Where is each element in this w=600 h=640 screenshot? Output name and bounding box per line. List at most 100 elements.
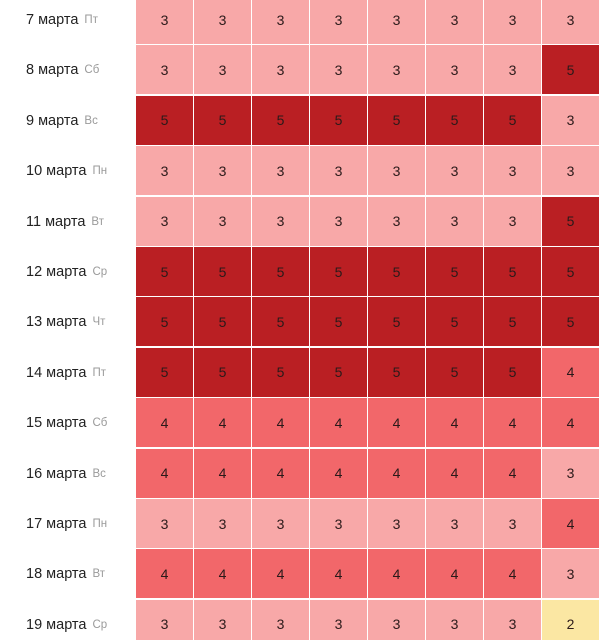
- value-cell: 5: [136, 297, 193, 347]
- value-cell: 4: [194, 549, 251, 599]
- value-cell: 3: [194, 499, 251, 548]
- value-cell: 3: [542, 95, 599, 145]
- value-cell: 3: [194, 196, 251, 246]
- row-label: 19 марта Ср: [0, 600, 134, 640]
- row-label: 9 марта Вс: [0, 96, 134, 146]
- date-label: 19 марта: [26, 616, 87, 633]
- value-cell: 4: [426, 398, 483, 448]
- table-row: 9 марта Вс 5 5 5 5 5 5 5 3: [0, 95, 600, 146]
- row-label: 16 марта Вс: [0, 449, 134, 499]
- value-cell: 5: [542, 45, 599, 95]
- date-label: 8 марта: [26, 62, 79, 79]
- weekday-label: Пт: [92, 366, 107, 379]
- value-cell: 3: [136, 45, 193, 95]
- row-label: 13 марта Чт: [0, 297, 134, 347]
- value-cell: 4: [252, 549, 309, 599]
- table-row: 14 марта Пт 5 5 5 5 5 5 5 4: [0, 347, 600, 398]
- date-label: 16 марта: [26, 465, 87, 482]
- value-cell: 4: [426, 448, 483, 498]
- value-cell: 3: [368, 499, 425, 548]
- weekday-label: Ср: [92, 266, 108, 278]
- value-cell: 4: [542, 499, 599, 548]
- value-cell: 3: [310, 196, 367, 246]
- date-label: 7 марта: [26, 12, 79, 28]
- date-label: 12 марта: [26, 264, 87, 280]
- value-cell: 4: [252, 398, 309, 448]
- value-cell: 3: [136, 0, 193, 44]
- value-cell: 3: [542, 146, 599, 196]
- weekday-label: Вт: [91, 215, 104, 228]
- value-cell: 5: [368, 95, 425, 145]
- weekday-label: Пн: [92, 518, 108, 530]
- weekday-label: Вт: [92, 568, 106, 581]
- date-label: 13 марта: [26, 314, 87, 331]
- table-row: 8 марта Сб 3 3 3 3 3 3 3 5: [0, 45, 600, 95]
- value-cell: 4: [194, 398, 251, 448]
- value-cell: 3: [484, 146, 541, 196]
- value-cell: 5: [368, 247, 425, 296]
- value-cell: 4: [484, 398, 541, 448]
- value-cell: 4: [426, 549, 483, 599]
- value-cell: 5: [310, 297, 367, 347]
- value-cell: 4: [484, 448, 541, 498]
- value-cell: 3: [368, 196, 425, 246]
- value-cell: 5: [194, 95, 251, 145]
- row-label: 17 марта Пн: [0, 499, 134, 549]
- value-cell: 3: [310, 146, 367, 196]
- value-cell: 4: [484, 549, 541, 599]
- value-cell: 3: [426, 599, 483, 640]
- value-cell: 4: [542, 398, 599, 448]
- value-cell: 5: [310, 347, 367, 397]
- value-cell: 5: [542, 297, 599, 347]
- row-label: 7 марта Пт: [0, 0, 134, 45]
- weekday-label: Чт: [92, 316, 106, 329]
- value-cell: 5: [252, 297, 309, 347]
- value-cell: 3: [484, 196, 541, 246]
- value-cell: 3: [310, 499, 367, 548]
- value-cell: 3: [368, 146, 425, 196]
- table-row: 12 марта Ср 5 5 5 5 5 5 5 5: [0, 247, 600, 297]
- table-row: 13 марта Чт 5 5 5 5 5 5 5 5: [0, 297, 600, 347]
- value-cell: 3: [252, 45, 309, 95]
- value-cell: 4: [310, 398, 367, 448]
- value-cell: 5: [426, 247, 483, 296]
- value-cell: 3: [194, 0, 251, 44]
- value-cell: 3: [252, 196, 309, 246]
- table-row: 17 марта Пн 3 3 3 3 3 3 3 4: [0, 499, 600, 549]
- value-cell: 5: [368, 297, 425, 347]
- value-cell: 3: [310, 599, 367, 640]
- value-cell: 5: [136, 95, 193, 145]
- value-cell: 3: [252, 146, 309, 196]
- value-cell: 3: [368, 45, 425, 95]
- value-cell: 5: [484, 247, 541, 296]
- value-cell: 3: [368, 599, 425, 640]
- row-label: 12 марта Ср: [0, 247, 134, 297]
- value-cell: 5: [542, 196, 599, 246]
- value-cell: 4: [368, 398, 425, 448]
- table-row: 11 марта Вт 3 3 3 3 3 3 3 5: [0, 196, 600, 247]
- weekday-label: Сб: [92, 417, 108, 430]
- row-label: 14 марта Пт: [0, 348, 134, 398]
- value-cell: 5: [484, 297, 541, 347]
- value-cell: 3: [484, 599, 541, 640]
- date-label: 18 марта: [26, 566, 87, 583]
- row-label: 11 марта Вт: [0, 197, 134, 247]
- value-cell: 2: [542, 599, 599, 640]
- value-cell: 3: [484, 0, 541, 44]
- value-cell: 3: [484, 45, 541, 95]
- value-cell: 3: [426, 45, 483, 95]
- value-cell: 4: [542, 347, 599, 397]
- weekday-label: Ср: [92, 618, 108, 631]
- value-cell: 4: [252, 448, 309, 498]
- value-cell: 3: [136, 146, 193, 196]
- value-cell: 5: [136, 247, 193, 296]
- date-label: 15 марта: [26, 415, 87, 432]
- value-cell: 3: [194, 45, 251, 95]
- value-cell: 5: [194, 247, 251, 296]
- date-label: 10 марта: [26, 163, 87, 180]
- value-cell: 5: [484, 347, 541, 397]
- table-row: 18 марта Вт 4 4 4 4 4 4 4 3: [0, 549, 600, 599]
- date-label: 14 марта: [26, 364, 87, 381]
- value-cell: 3: [310, 45, 367, 95]
